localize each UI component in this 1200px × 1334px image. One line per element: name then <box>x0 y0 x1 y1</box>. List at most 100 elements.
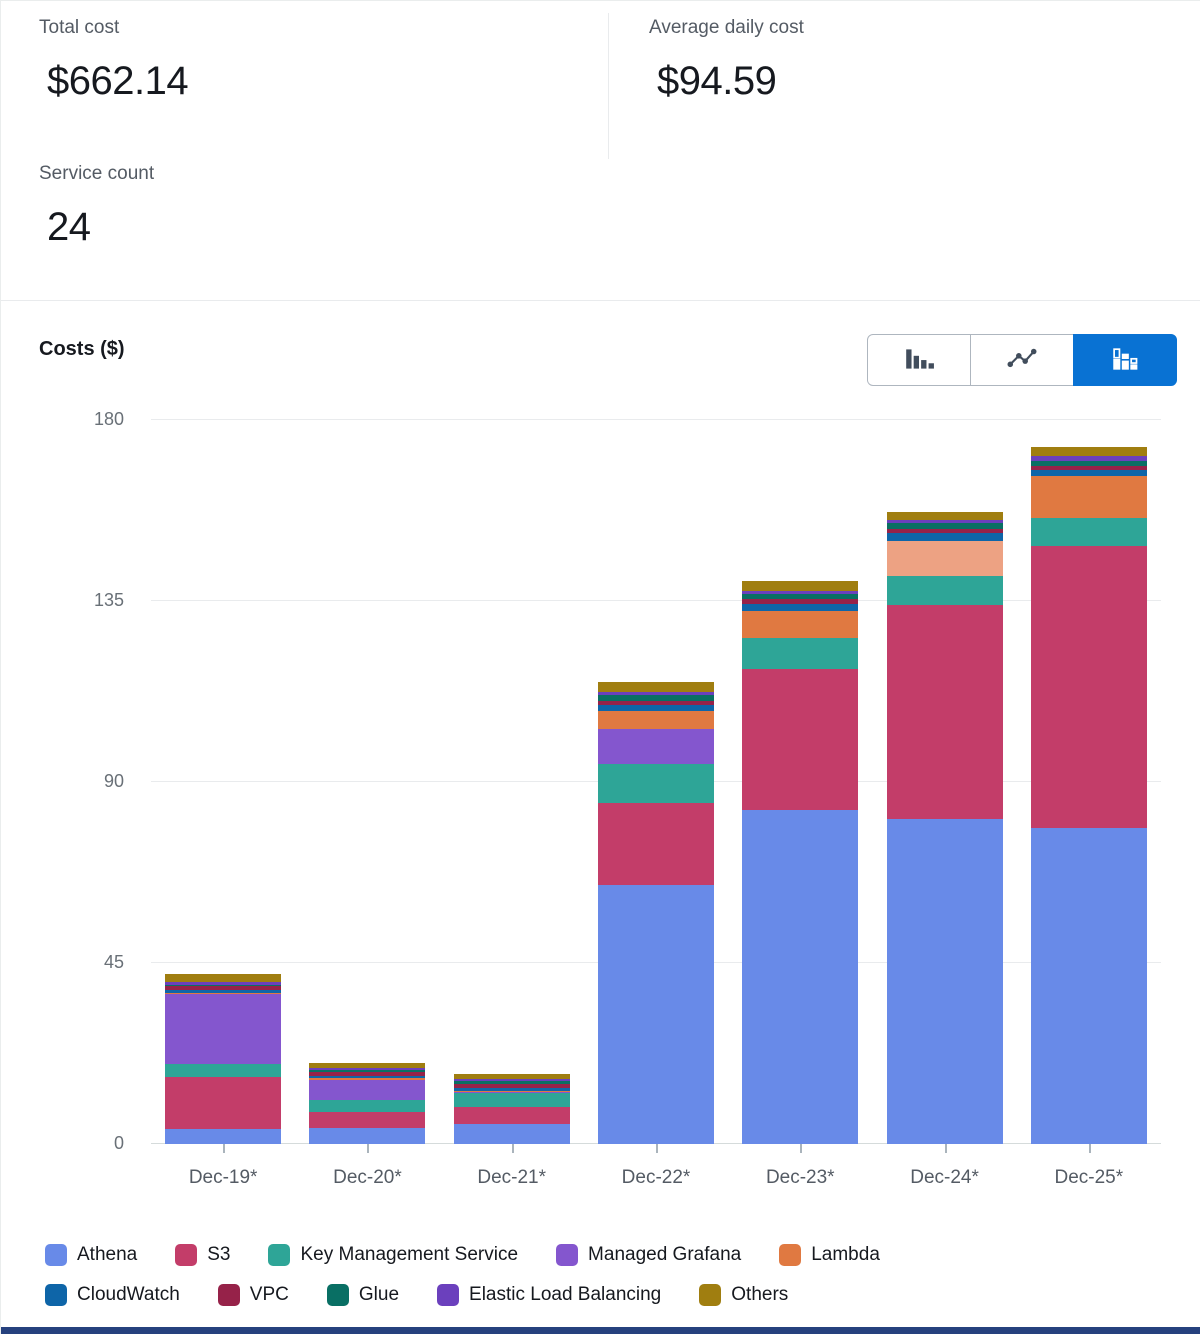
bar-segment[interactable] <box>597 695 714 702</box>
gridline <box>151 419 1161 420</box>
legend-item[interactable]: S3 <box>175 1244 230 1266</box>
bar-segment[interactable] <box>742 580 859 592</box>
bar-segment[interactable] <box>453 1091 570 1093</box>
bar-segment[interactable] <box>309 1072 426 1076</box>
bar-segment[interactable] <box>742 594 859 600</box>
stacked-bar-Dec-19[interactable] <box>165 973 282 1144</box>
bar-segment[interactable] <box>165 994 282 1065</box>
bar-segment[interactable] <box>453 1083 570 1089</box>
stacked-bar-Dec-21[interactable] <box>453 1074 570 1144</box>
bar-segment[interactable] <box>309 1062 426 1069</box>
legend-item[interactable]: Lambda <box>779 1244 880 1266</box>
stacked-bar-Dec-20[interactable] <box>309 1062 426 1144</box>
bar-segment[interactable] <box>165 1064 282 1078</box>
bar-segment[interactable] <box>165 1077 282 1130</box>
bar-segment[interactable] <box>886 520 1003 524</box>
legend-item[interactable]: Others <box>699 1284 788 1306</box>
bar-segment[interactable] <box>597 704 714 712</box>
y-tick-label: 180 <box>93 409 124 429</box>
bar-segment[interactable] <box>742 810 859 1144</box>
bar-segment[interactable] <box>1030 447 1147 457</box>
bar-segment[interactable] <box>165 989 282 994</box>
bar-segment[interactable] <box>597 728 714 765</box>
bar-segment[interactable] <box>309 1070 426 1073</box>
bar-column <box>151 420 295 1153</box>
legend-swatch <box>779 1244 802 1266</box>
bar-segment[interactable] <box>453 1074 570 1079</box>
bar-column <box>872 420 1016 1153</box>
bar-segment[interactable] <box>886 533 1003 541</box>
bar-segment[interactable] <box>597 711 714 729</box>
x-tick-label: Dec-21* <box>477 1167 547 1188</box>
bar-segment[interactable] <box>886 523 1003 530</box>
bar-segment[interactable] <box>1030 456 1147 461</box>
bar-segment[interactable] <box>453 1107 570 1124</box>
bar-segment[interactable] <box>886 540 1003 577</box>
legend-item[interactable]: Key Management Service <box>268 1244 518 1266</box>
bar-segment[interactable] <box>597 701 714 705</box>
bar-segment[interactable] <box>309 1080 426 1100</box>
bar-segment[interactable] <box>165 1129 282 1144</box>
x-axis-tick <box>944 1144 947 1153</box>
bar-segment[interactable] <box>165 982 282 985</box>
line-chart-button[interactable] <box>970 334 1074 386</box>
bar-segment[interactable] <box>742 599 859 605</box>
bar-segment[interactable] <box>742 591 859 595</box>
bar-segment[interactable] <box>886 576 1003 606</box>
stacked-bar-Dec-24[interactable] <box>886 511 1003 1144</box>
bar-segment[interactable] <box>453 1090 570 1092</box>
legend-item[interactable]: Glue <box>326 1284 399 1306</box>
bar-segment[interactable] <box>453 1123 570 1144</box>
bar-segment[interactable] <box>742 669 859 811</box>
bar-segment[interactable] <box>309 1068 426 1071</box>
bar-segment[interactable] <box>1030 518 1147 547</box>
bar-segment[interactable] <box>309 1078 426 1081</box>
bar-segment[interactable] <box>1030 827 1147 1144</box>
bar-segment[interactable] <box>742 604 859 611</box>
legend-item[interactable]: VPC <box>217 1284 289 1306</box>
bar-segment[interactable] <box>886 605 1003 819</box>
bar-segment[interactable] <box>742 610 859 639</box>
bar-segment[interactable] <box>597 682 714 693</box>
bar-segment[interactable] <box>165 985 282 990</box>
bar-segment[interactable] <box>453 1078 570 1082</box>
bar-segment[interactable] <box>1030 546 1147 828</box>
bar-segment[interactable] <box>165 973 282 983</box>
stacked-bar-Dec-25[interactable] <box>1030 447 1147 1144</box>
stacked-bar-Dec-22[interactable] <box>597 682 714 1144</box>
bar-segment[interactable] <box>309 1112 426 1128</box>
bar-segment[interactable] <box>886 819 1003 1144</box>
stacked-bar-chart-button[interactable] <box>1073 334 1177 386</box>
legend-item[interactable]: Athena <box>45 1244 137 1266</box>
bar-segment[interactable] <box>597 764 714 804</box>
legend-label: Athena <box>77 1244 138 1265</box>
legend-item[interactable]: Elastic Load Balancing <box>437 1284 661 1306</box>
bar-segment[interactable] <box>1030 470 1147 477</box>
bar-segment[interactable] <box>453 1092 570 1108</box>
bar-segment[interactable] <box>1030 476 1147 519</box>
stacked-bar-Dec-23[interactable] <box>742 580 859 1144</box>
bar-segment[interactable] <box>1030 460 1147 466</box>
legend-swatch <box>556 1244 579 1266</box>
bar-segment[interactable] <box>453 1081 570 1084</box>
legend-item[interactable]: Managed Grafana <box>556 1244 741 1266</box>
bar-segment[interactable] <box>309 1099 426 1113</box>
bar-segment[interactable] <box>886 529 1003 534</box>
bar-segment[interactable] <box>597 884 714 1144</box>
bar-segment[interactable] <box>1030 465 1147 471</box>
legend-item[interactable]: CloudWatch <box>45 1284 180 1306</box>
bar-segment[interactable] <box>597 803 714 885</box>
chart-type-toggle <box>867 334 1177 386</box>
bar-segment[interactable] <box>309 1127 426 1144</box>
bar-segment[interactable] <box>453 1088 570 1091</box>
x-axis-tick <box>511 1144 514 1153</box>
bar-segment[interactable] <box>886 511 1003 521</box>
bar-segment[interactable] <box>165 984 282 986</box>
total-cost-label: Total cost <box>39 17 120 38</box>
bar-segment[interactable] <box>742 638 859 670</box>
bar-segment[interactable] <box>597 692 714 696</box>
bar-segment[interactable] <box>165 993 282 995</box>
bar-segment[interactable] <box>309 1075 426 1079</box>
bar-chart-button[interactable] <box>867 334 971 386</box>
